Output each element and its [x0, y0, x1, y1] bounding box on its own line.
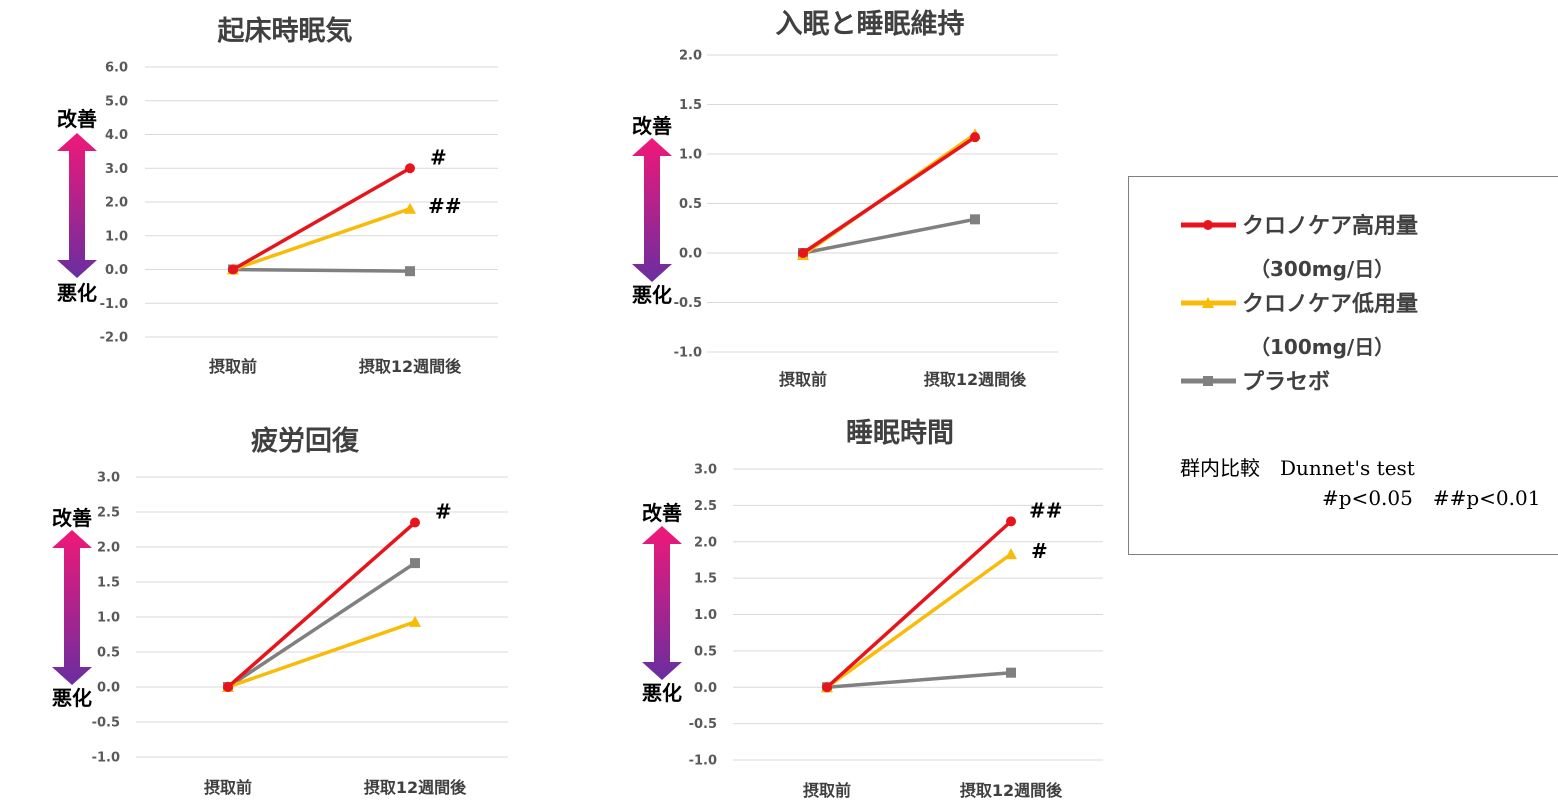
data-point	[223, 682, 233, 692]
chart-title: 入眠と睡眠維持	[776, 9, 965, 40]
data-point	[410, 518, 420, 528]
legend-label: プラセボ	[1242, 370, 1330, 395]
chart-sleep-onset-and-maintenance: 入眠と睡眠維持 -1.0 -0.5 0.0 0.5 1.0 1.5 2.0 摂取前 摂取12週間後…	[632, 9, 1058, 389]
series-line	[233, 270, 410, 272]
improve-worsen-arrow	[57, 133, 97, 278]
y-tick-label: 1.5	[694, 572, 717, 587]
y-tick-label: 0.5	[694, 644, 717, 659]
y-tick-label: -2.0	[100, 331, 128, 346]
chart-sleepiness-on-waking: 起床時眠気 -2.0 -1.0 0.0 1.0 2.0 3.0 4.0 5.0 6.0 摂取前 摂取1…	[57, 15, 498, 376]
legend-label: クロノケア高用量	[1242, 213, 1418, 239]
x-category-label: 摂取前	[209, 357, 257, 376]
y-tick-label: 3.0	[694, 463, 717, 478]
series-line	[827, 673, 1011, 688]
y-tick-label: 2.0	[679, 49, 702, 64]
x-category-label: 摂取前	[204, 778, 252, 797]
legend: クロノケア高用量 （300mg/日） クロノケア低用量 （100mg/日） プラセボ 群…	[1129, 177, 1558, 555]
y-tick-label: 0.0	[97, 681, 120, 696]
legend-sublabel: （300mg/日）	[1250, 257, 1394, 281]
data-point	[228, 265, 238, 275]
y-tick-label: 1.0	[97, 611, 120, 626]
y-tick-label: 0.0	[679, 247, 702, 262]
data-point	[970, 132, 980, 142]
data-point	[970, 214, 980, 224]
data-point	[405, 266, 415, 276]
chart-fatigue-recovery: 疲労回復 -1.0 -0.5 0.0 0.5 1.0 1.5 2.0 2.5 3.0 摂取前 摂取12…	[52, 425, 508, 797]
y-tick-label: -0.5	[689, 717, 717, 732]
arrow-label-improve: 改善	[632, 114, 672, 138]
data-point	[404, 203, 416, 214]
improve-worsen-arrow	[52, 530, 92, 685]
y-tick-label: -0.5	[92, 716, 120, 731]
y-tick-label: 0.5	[97, 646, 120, 661]
chart-title: 起床時眠気	[218, 15, 353, 47]
y-tick-label: 1.0	[694, 608, 717, 623]
y-tick-label: -1.0	[100, 297, 128, 312]
legend-sublabel: （100mg/日）	[1250, 335, 1394, 359]
data-point	[409, 616, 421, 627]
data-point	[822, 682, 832, 692]
arrow-label-worsen: 悪化	[642, 681, 682, 705]
y-tick-label: -1.0	[92, 751, 120, 766]
data-point	[1006, 516, 1016, 526]
arrow-label-improve: 改善	[57, 107, 97, 131]
chart-title: 睡眠時間	[846, 418, 954, 449]
y-tick-label: 2.0	[97, 541, 120, 556]
y-tick-label: 2.5	[694, 499, 717, 514]
improve-worsen-arrow	[642, 526, 682, 680]
significance-mark: #	[430, 145, 447, 169]
y-tick-label: 1.5	[97, 576, 120, 591]
chart-title: 疲労回復	[251, 425, 360, 457]
data-point	[405, 163, 415, 173]
series-line	[827, 521, 1011, 687]
significance-mark: ##	[428, 194, 462, 218]
series-line	[827, 554, 1011, 687]
y-tick-label: 2.0	[105, 196, 128, 211]
y-tick-label: 5.0	[105, 94, 128, 109]
legend-note-significance: #p<0.05 ##p<0.01	[1322, 486, 1540, 510]
legend-swatch-marker	[1203, 376, 1213, 386]
significance-mark: ##	[1029, 498, 1063, 522]
y-tick-label: -1.0	[674, 346, 702, 361]
y-tick-label: 2.5	[97, 506, 120, 521]
data-point	[1005, 548, 1017, 559]
x-category-label: 摂取12週間後	[960, 781, 1063, 800]
chart-sleep-duration: 睡眠時間 -1.0 -0.5 0.0 0.5 1.0 1.5 2.0 2.5 3.0 摂取前 摂取12…	[642, 418, 1103, 800]
significance-mark: #	[1031, 539, 1048, 563]
series-line	[228, 622, 415, 687]
y-tick-label: 3.0	[105, 162, 128, 177]
arrow-label-improve: 改善	[52, 506, 92, 530]
x-category-label: 摂取12週間後	[364, 778, 467, 797]
data-point	[1006, 668, 1016, 678]
legend-swatch-marker	[1203, 220, 1213, 230]
significance-mark: #	[435, 500, 452, 524]
y-tick-label: 0.5	[679, 197, 702, 212]
y-tick-label: 1.0	[105, 229, 128, 244]
y-tick-label: -1.0	[689, 754, 717, 769]
arrow-label-improve: 改善	[642, 501, 682, 525]
y-tick-label: 0.0	[694, 681, 717, 696]
arrow-label-worsen: 悪化	[632, 283, 672, 307]
y-tick-label: 3.0	[97, 471, 120, 486]
x-category-label: 摂取12週間後	[924, 370, 1027, 389]
x-category-label: 摂取12週間後	[359, 357, 462, 376]
x-category-label: 摂取前	[779, 370, 827, 389]
y-tick-label: 1.5	[679, 98, 702, 113]
y-tick-label: 6.0	[105, 61, 128, 76]
x-category-label: 摂取前	[803, 781, 851, 800]
y-tick-label: 0.0	[105, 263, 128, 278]
y-tick-label: -0.5	[674, 296, 702, 311]
y-tick-label: 2.0	[694, 535, 717, 550]
data-point	[798, 248, 808, 258]
arrow-label-worsen: 悪化	[57, 281, 97, 305]
y-tick-label: 1.0	[679, 148, 702, 163]
improve-worsen-arrow	[632, 138, 672, 282]
legend-label: クロノケア低用量	[1242, 292, 1418, 317]
legend-note-test: 群内比較 Dunnet's test	[1180, 456, 1415, 480]
data-point	[410, 558, 420, 568]
y-tick-label: 4.0	[105, 128, 128, 143]
arrow-label-worsen: 悪化	[52, 686, 92, 710]
